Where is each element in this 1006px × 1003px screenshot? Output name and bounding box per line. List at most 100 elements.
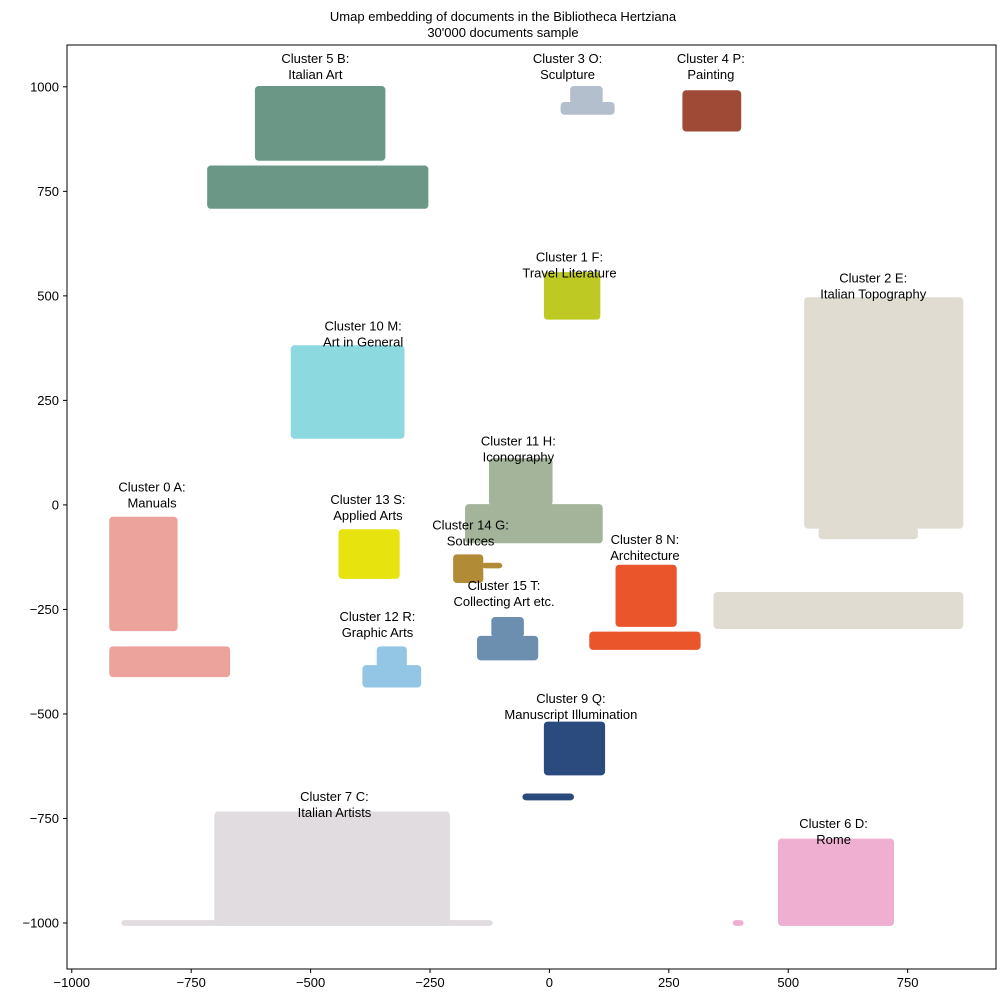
cluster-4-region-0 <box>682 90 742 132</box>
y-tick-label: 500 <box>37 288 59 303</box>
cluster-7-region-1 <box>121 920 493 926</box>
cluster-6-points <box>732 838 895 926</box>
cluster-6-region-1 <box>732 920 744 926</box>
cluster-14-points <box>453 554 503 584</box>
cluster-1-region-0 <box>543 272 601 320</box>
cluster-1-label-line1: Cluster 1 F: <box>536 250 603 265</box>
cluster-9-points <box>522 721 606 801</box>
cluster-6-region-0 <box>777 838 895 926</box>
cluster-2-region-1 <box>818 527 918 540</box>
cluster-10-label-line2: Art in General <box>323 335 403 350</box>
y-tick-label: 250 <box>37 393 59 408</box>
cluster-10-points <box>290 345 405 439</box>
cluster-5-label-line1: Cluster 5 B: <box>281 51 349 66</box>
cluster-8-label-line1: Cluster 8 N: <box>611 532 680 547</box>
cluster-10-region-0 <box>290 345 405 439</box>
y-tick-label: −500 <box>30 706 59 721</box>
cluster-14-region-1 <box>481 562 503 569</box>
cluster-2-region-0 <box>804 297 964 529</box>
y-tick-label: −1000 <box>22 916 59 931</box>
cluster-6-label-line1: Cluster 6 D: <box>799 816 868 831</box>
cluster-11-label-line2: Iconography <box>483 450 555 465</box>
cluster-0-points <box>109 516 231 678</box>
cluster-13-region-0 <box>338 529 400 579</box>
cluster-1-points <box>543 272 601 320</box>
chart-title: Umap embedding of documents in the Bibli… <box>329 9 677 24</box>
x-tick-label: −500 <box>296 975 325 990</box>
cluster-8-label-line2: Architecture <box>610 548 679 563</box>
cluster-9-label-line2: Manuscript Illumination <box>504 707 637 722</box>
cluster-6-label-line2: Rome <box>816 832 851 847</box>
y-tick-label: 0 <box>52 497 59 512</box>
cluster-15-region-0 <box>491 617 524 638</box>
cluster-0-label-line2: Manuals <box>127 496 177 511</box>
cluster-7-label-line1: Cluster 7 C: <box>300 789 369 804</box>
cluster-13-label-line1: Cluster 13 S: <box>330 492 405 507</box>
x-tick-label: 500 <box>777 975 799 990</box>
cluster-12-label-line2: Graphic Arts <box>342 625 414 640</box>
cluster-11-region-1 <box>465 504 603 544</box>
cluster-14-label-line2: Sources <box>447 533 495 548</box>
y-tick-label: 750 <box>37 184 59 199</box>
x-axis: −1000 −750 −500 −250 0 250 500 750 <box>54 969 919 990</box>
cluster-4-label-line2: Painting <box>687 67 734 82</box>
cluster-5-points <box>207 86 429 209</box>
cluster-10-label-line1: Cluster 10 M: <box>324 319 401 334</box>
x-tick-label: −1000 <box>54 975 91 990</box>
cluster-2-label-line1: Cluster 2 E: <box>839 271 907 286</box>
cluster-13-label-line2: Applied Arts <box>333 508 403 523</box>
x-tick-label: 750 <box>897 975 919 990</box>
cluster-5-region-0 <box>254 86 386 161</box>
cluster-0-region-0 <box>109 516 178 632</box>
cluster-1-label-line2: Travel Literature <box>522 266 616 281</box>
cluster-7-label-line2: Italian Artists <box>298 805 372 820</box>
cluster-marks <box>109 86 964 926</box>
plot-frame <box>66 44 997 970</box>
y-tick-label: −750 <box>30 811 59 826</box>
cluster-9-region-1 <box>522 793 575 801</box>
x-tick-label: −250 <box>415 975 444 990</box>
x-tick-label: −750 <box>177 975 206 990</box>
cluster-3-label-line1: Cluster 3 O: <box>533 51 602 66</box>
cluster-3-region-0 <box>570 86 603 105</box>
cluster-7-region-0 <box>214 811 450 926</box>
cluster-4-points <box>682 90 742 132</box>
y-axis: −1000 −750 −500 −250 0 250 500 750 1000 <box>22 79 67 931</box>
cluster-3-label-line2: Sculpture <box>540 67 595 82</box>
x-tick-label: 0 <box>546 975 553 990</box>
cluster-15-label-line1: Cluster 15 T: <box>468 578 541 593</box>
cluster-2-points <box>713 297 964 629</box>
cluster-8-region-1 <box>589 631 701 650</box>
cluster-9-region-0 <box>543 721 606 776</box>
cluster-12-region-0 <box>376 646 407 669</box>
cluster-8-region-0 <box>615 564 677 627</box>
cluster-labels: Cluster 0 A:Manuals Cluster 1 F:Travel Li… <box>118 51 926 847</box>
cluster-11-region-0 <box>488 458 553 506</box>
cluster-7-points <box>121 811 493 926</box>
cluster-4-label-line1: Cluster 4 P: <box>677 51 745 66</box>
x-tick-label: 250 <box>658 975 680 990</box>
cluster-12-region-1 <box>362 665 422 688</box>
cluster-3-region-1 <box>560 101 615 115</box>
y-tick-label: −250 <box>30 602 59 617</box>
cluster-3-points <box>560 86 615 115</box>
cluster-2-region-2 <box>713 591 964 629</box>
cluster-11-label-line1: Cluster 11 H: <box>481 434 556 449</box>
cluster-2-label-line2: Italian Topography <box>820 287 927 302</box>
cluster-14-region-0 <box>453 554 484 584</box>
cluster-8-points <box>589 564 701 650</box>
cluster-15-points <box>477 617 539 661</box>
cluster-11-points <box>465 458 603 544</box>
cluster-0-region-1 <box>109 646 231 678</box>
y-tick-label: 1000 <box>30 79 59 94</box>
cluster-0-label-line1: Cluster 0 A: <box>118 480 185 495</box>
cluster-9-label-line1: Cluster 9 Q: <box>536 691 605 706</box>
cluster-12-label-line1: Cluster 12 R: <box>340 609 416 624</box>
cluster-14-label-line1: Cluster 14 G: <box>432 517 509 532</box>
cluster-15-region-1 <box>477 635 539 661</box>
cluster-13-points <box>338 529 400 579</box>
cluster-5-region-1 <box>207 165 429 209</box>
cluster-12-points <box>362 646 422 688</box>
